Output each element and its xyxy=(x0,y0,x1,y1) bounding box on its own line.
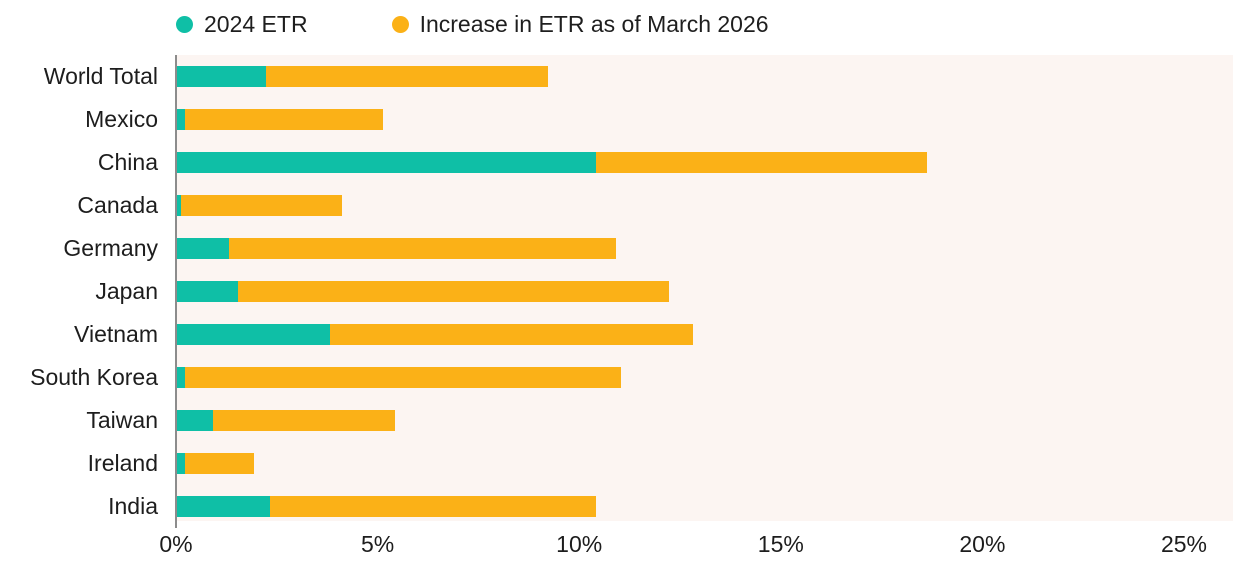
bar-segment-2024-etr xyxy=(177,496,270,517)
bar-segment-increase xyxy=(229,238,617,259)
x-axis-labels: 0% 5% 10% 15% 20% 25% xyxy=(0,531,1242,561)
bar-segment-increase xyxy=(265,66,548,87)
bar-segment-2024-etr xyxy=(177,281,238,302)
bar-segment-2024-etr xyxy=(177,410,214,431)
legend-label-2024-etr: 2024 ETR xyxy=(204,11,308,37)
category-label: Mexico xyxy=(85,106,158,132)
category-label: Vietnam xyxy=(74,321,158,347)
x-tick-label: 25% xyxy=(1160,531,1208,557)
category-label: Taiwan xyxy=(86,407,158,433)
bar-rows xyxy=(177,55,1233,528)
category-label: Japan xyxy=(95,278,158,304)
y-axis-line xyxy=(175,55,177,528)
bar-segment-increase xyxy=(181,195,343,216)
bar-row xyxy=(177,399,1233,442)
bar-segment-increase xyxy=(213,410,395,431)
x-tick-label: 5% xyxy=(360,531,395,557)
bar-segment-increase xyxy=(185,109,383,130)
bar-segment-2024-etr xyxy=(177,324,331,345)
bar-row xyxy=(177,270,1233,313)
bar-row xyxy=(177,442,1233,485)
x-tick-label: 0% xyxy=(159,531,193,557)
bar-segment-increase xyxy=(269,496,597,517)
bar-segment-2024-etr xyxy=(177,238,230,259)
bar-segment-increase xyxy=(596,152,927,173)
x-tick-label: 10% xyxy=(556,531,603,557)
bar-segment-2024-etr xyxy=(177,66,266,87)
bar-segment-2024-etr xyxy=(177,453,186,474)
bar-segment-increase xyxy=(237,281,669,302)
legend: 2024 ETR Increase in ETR as of March 202… xyxy=(176,11,769,38)
legend-label-increase: Increase in ETR as of March 2026 xyxy=(419,11,769,37)
category-label: India xyxy=(108,493,158,519)
category-label: China xyxy=(97,149,158,175)
category-axis-labels: World Total Mexico China Canada Germany Japan… xyxy=(0,55,158,528)
bar-segment-2024-etr xyxy=(177,195,181,216)
legend-dot-teal-icon xyxy=(176,16,193,33)
bar-segment-2024-etr xyxy=(177,109,186,130)
legend-dot-orange-icon xyxy=(391,16,409,33)
bar-segment-increase xyxy=(185,453,254,474)
bar-segment-increase xyxy=(185,367,621,388)
bar-row xyxy=(177,356,1233,399)
bar-row xyxy=(177,141,1233,184)
bar-row xyxy=(177,313,1233,356)
bar-segment-2024-etr xyxy=(177,367,186,388)
bar-row xyxy=(177,98,1233,141)
bar-segment-2024-etr xyxy=(177,152,597,173)
category-label: Germany xyxy=(63,235,158,261)
bar-row xyxy=(177,485,1233,528)
legend-item-2024-etr: 2024 ETR xyxy=(176,11,308,38)
category-label: South Korea xyxy=(30,364,158,390)
legend-item-increase: Increase in ETR as of March 2026 xyxy=(391,11,769,38)
bar-row xyxy=(177,227,1233,270)
category-label: World Total xyxy=(43,63,158,89)
x-tick-label: 20% xyxy=(959,531,1006,557)
x-tick-label: 15% xyxy=(757,531,804,557)
bar-row xyxy=(177,55,1233,98)
category-label: Canada xyxy=(77,192,158,218)
category-label: Ireland xyxy=(87,450,158,476)
bar-segment-increase xyxy=(330,324,694,345)
bar-row xyxy=(177,184,1233,227)
